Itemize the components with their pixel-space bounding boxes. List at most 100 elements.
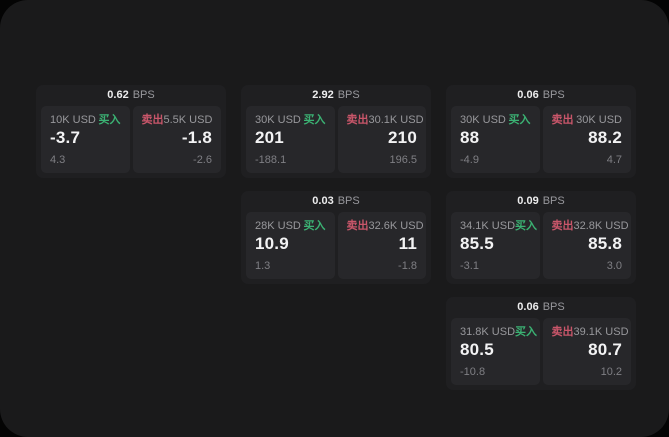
buy-panel-header: 10K USD 买入 xyxy=(50,114,121,126)
card-header: 2.92 BPS xyxy=(241,85,431,106)
buy-label: 买入 xyxy=(515,326,538,338)
bps-unit-label: BPS xyxy=(337,195,360,207)
buy-price: 88 xyxy=(460,128,480,147)
buy-sub-value: 1.3 xyxy=(255,260,271,272)
buy-panel[interactable]: 30K USD 买入 201 -188.1 xyxy=(246,106,335,173)
buy-panel-header: 30K USD 买入 xyxy=(255,114,326,126)
buy-size: 34.1K USD xyxy=(460,220,516,232)
buy-panel[interactable]: 10K USD 买入 -3.7 4.3 xyxy=(41,106,130,173)
buy-sub-value: 4.3 xyxy=(50,154,66,166)
buy-panel-header: 34.1K USD 买入 xyxy=(460,220,537,232)
card-header: 0.06 BPS xyxy=(446,85,636,106)
buy-sell-panels: 10K USD 买入 -3.7 4.3 卖出 5.5K USD -1.8 -2.… xyxy=(36,106,226,178)
sell-sub-value: 3.0 xyxy=(606,260,622,272)
bps-value: 2.92 xyxy=(312,89,334,101)
buy-sub-value: -3.1 xyxy=(460,260,479,272)
bps-value: 0.62 xyxy=(107,89,129,101)
card-header: 0.03 BPS xyxy=(241,191,431,212)
buy-label: 买入 xyxy=(508,114,531,126)
card-header: 0.09 BPS xyxy=(446,191,636,212)
buy-sell-panels: 31.8K USD 买入 80.5 -10.8 卖出 39.1K USD 80.… xyxy=(446,318,636,390)
buy-panel[interactable]: 30K USD 买入 88 -4.9 xyxy=(451,106,540,173)
bps-unit-label: BPS xyxy=(337,89,360,101)
bps-value: 0.03 xyxy=(312,195,334,207)
sell-size: 5.5K USD xyxy=(163,114,213,126)
sell-label: 卖出 xyxy=(141,114,164,126)
sell-size: 30K USD xyxy=(576,114,622,126)
buy-label: 买入 xyxy=(303,220,326,232)
sell-panel-header: 卖出 30K USD xyxy=(552,114,623,126)
sell-sub-value: 4.7 xyxy=(606,154,622,166)
buy-size: 30K USD xyxy=(460,114,506,126)
sell-panel-header: 卖出 32.8K USD xyxy=(551,220,629,232)
sell-sub-value: -1.8 xyxy=(398,260,417,272)
bps-value: 0.06 xyxy=(517,301,539,313)
sell-price: 85.8 xyxy=(588,234,622,253)
sell-price: 88.2 xyxy=(588,128,622,147)
sell-price: 210 xyxy=(388,128,417,147)
sell-size: 32.8K USD xyxy=(573,220,629,232)
sell-label: 卖出 xyxy=(551,326,574,338)
quote-card-5: 0.09 BPS 34.1K USD 买入 85.5 -3.1 卖出 32.8K… xyxy=(446,191,636,284)
bps-unit-label: BPS xyxy=(542,301,565,313)
buy-sub-value: -10.8 xyxy=(460,366,486,378)
buy-size: 28K USD xyxy=(255,220,301,232)
quote-card-2: 2.92 BPS 30K USD 买入 201 -188.1 卖出 30.1K … xyxy=(241,85,431,178)
quote-card-1: 0.62 BPS 10K USD 买入 -3.7 4.3 卖出 5.5K USD xyxy=(36,85,226,178)
sell-price: -1.8 xyxy=(181,128,212,147)
buy-panel-header: 30K USD 买入 xyxy=(460,114,531,126)
buy-price: 80.5 xyxy=(460,340,494,359)
sell-label: 卖出 xyxy=(551,220,574,232)
sell-panel-header: 卖出 39.1K USD xyxy=(551,326,629,338)
quote-card-3: 0.06 BPS 30K USD 买入 88 -4.9 卖出 30K USD xyxy=(446,85,636,178)
sell-sub-value: 196.5 xyxy=(389,154,417,166)
buy-size: 30K USD xyxy=(255,114,301,126)
sell-panel[interactable]: 卖出 30.1K USD 210 196.5 xyxy=(337,106,426,173)
sell-label: 卖出 xyxy=(551,114,574,126)
buy-price: 10.9 xyxy=(255,234,289,253)
sell-size: 32.6K USD xyxy=(368,220,424,232)
buy-panel[interactable]: 34.1K USD 买入 85.5 -3.1 xyxy=(451,212,540,279)
bps-value: 0.06 xyxy=(517,89,539,101)
sell-panel[interactable]: 卖出 32.6K USD 11 -1.8 xyxy=(337,212,426,279)
quote-card-grid: 0.62 BPS 10K USD 买入 -3.7 4.3 卖出 5.5K USD xyxy=(36,85,636,390)
quote-card-4: 0.03 BPS 28K USD 买入 10.9 1.3 卖出 32.6K US… xyxy=(241,191,431,284)
bps-unit-label: BPS xyxy=(542,89,565,101)
sell-panel[interactable]: 卖出 32.8K USD 85.8 3.0 xyxy=(542,212,631,279)
buy-sub-value: -4.9 xyxy=(460,154,479,166)
buy-panel-header: 31.8K USD 买入 xyxy=(460,326,537,338)
sell-price: 11 xyxy=(398,234,417,253)
buy-sell-panels: 30K USD 买入 88 -4.9 卖出 30K USD 88.2 4.7 xyxy=(446,106,636,178)
buy-size: 10K USD xyxy=(50,114,96,126)
buy-size: 31.8K USD xyxy=(460,326,516,338)
buy-price: 85.5 xyxy=(460,234,494,253)
buy-sell-panels: 28K USD 买入 10.9 1.3 卖出 32.6K USD 11 -1.8 xyxy=(241,212,431,284)
sell-sub-value: -2.6 xyxy=(193,154,212,166)
buy-panel-header: 28K USD 买入 xyxy=(255,220,326,232)
buy-price: -3.7 xyxy=(50,128,81,147)
sell-label: 卖出 xyxy=(346,220,369,232)
quote-card-6: 0.06 BPS 31.8K USD 买入 80.5 -10.8 卖出 39.1… xyxy=(446,297,636,390)
buy-panel[interactable]: 31.8K USD 买入 80.5 -10.8 xyxy=(451,318,540,385)
sell-price: 80.7 xyxy=(588,340,622,359)
bps-value: 0.09 xyxy=(517,195,539,207)
bps-unit-label: BPS xyxy=(542,195,565,207)
bps-unit-label: BPS xyxy=(132,89,155,101)
sell-sub-value: 10.2 xyxy=(600,366,622,378)
sell-panel[interactable]: 卖出 5.5K USD -1.8 -2.6 xyxy=(132,106,221,173)
sell-panel-header: 卖出 5.5K USD xyxy=(142,114,213,126)
sell-label: 卖出 xyxy=(346,114,369,126)
sell-panel-header: 卖出 32.6K USD xyxy=(346,220,424,232)
sell-size: 30.1K USD xyxy=(368,114,424,126)
buy-price: 201 xyxy=(255,128,284,147)
buy-sell-panels: 34.1K USD 买入 85.5 -3.1 卖出 32.8K USD 85.8… xyxy=(446,212,636,284)
buy-label: 买入 xyxy=(303,114,326,126)
sell-panel[interactable]: 卖出 39.1K USD 80.7 10.2 xyxy=(542,318,631,385)
buy-panel[interactable]: 28K USD 买入 10.9 1.3 xyxy=(246,212,335,279)
sell-panel-header: 卖出 30.1K USD xyxy=(346,114,424,126)
sell-panel[interactable]: 卖出 30K USD 88.2 4.7 xyxy=(542,106,631,173)
card-header: 0.06 BPS xyxy=(446,297,636,318)
buy-sell-panels: 30K USD 买入 201 -188.1 卖出 30.1K USD 210 1… xyxy=(241,106,431,178)
buy-sub-value: -188.1 xyxy=(255,154,287,166)
